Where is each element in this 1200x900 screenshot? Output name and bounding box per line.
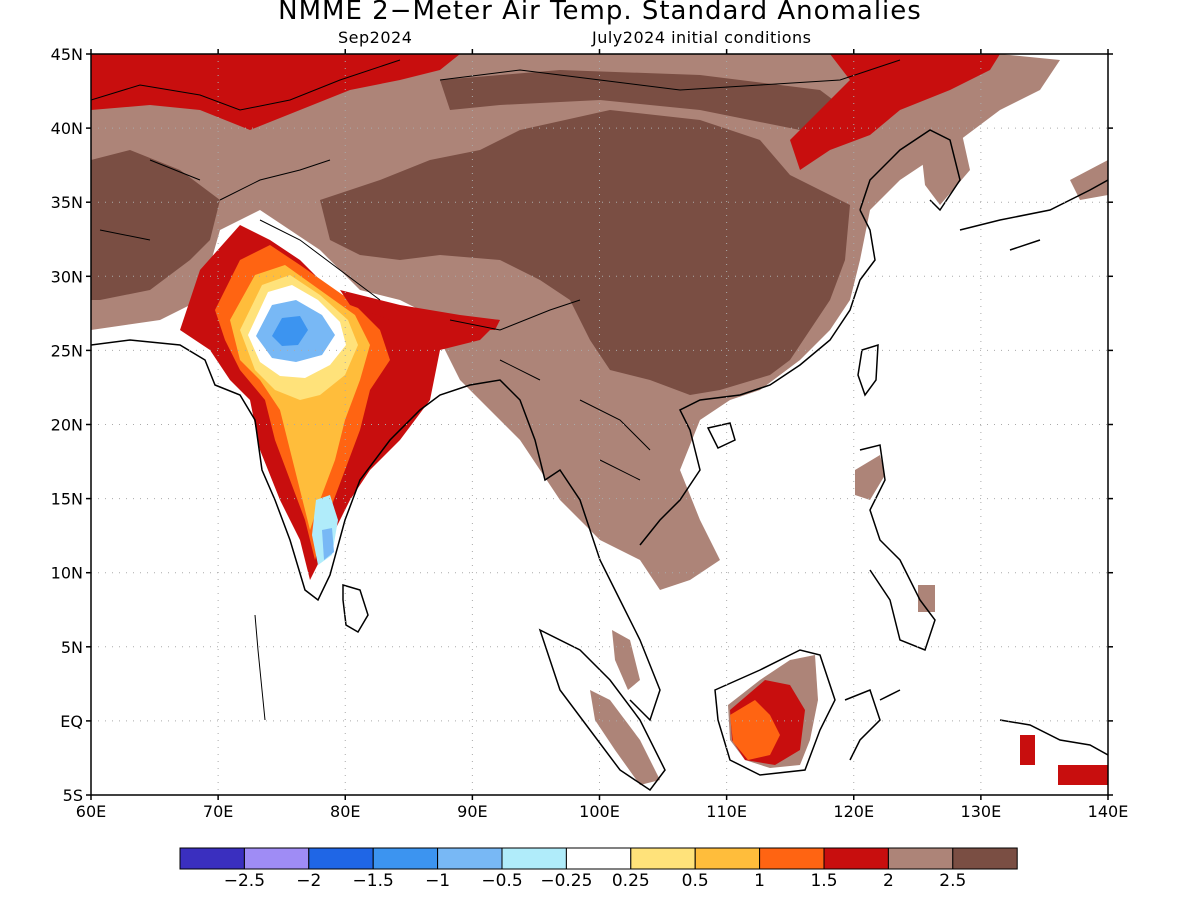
coastline-philippines: [859, 444, 936, 651]
lon-tick-label: 110E: [706, 802, 747, 821]
island-chain-west: [254, 614, 266, 721]
lat-tick-label: 30N: [51, 267, 83, 286]
coastline-borneo: [714, 649, 836, 776]
coastline-sulawesi: [844, 689, 901, 761]
colorbar-swatch: [565, 847, 632, 870]
anomaly-region-india-blue: [272, 316, 308, 346]
latitude-axis: 45N 40N 35N 30N 25N 20N 15N 10N 5N EQ 5S: [51, 45, 1113, 805]
lat-tick-label: 15N: [51, 490, 83, 509]
lat-tick-label: 25N: [51, 341, 83, 360]
anomaly-region-mid-brown: [91, 54, 1060, 590]
colorbar-label: 0.25: [612, 871, 650, 891]
colorbar-swatch: [759, 847, 825, 870]
anomaly-field: [91, 54, 1108, 785]
anomaly-region-borneo-orange: [730, 700, 780, 760]
anomaly-region-philippines-brown: [855, 455, 935, 612]
colorbar: −2.5 −2 −1.5 −1 −0.5 −0.25 0.25 0.5 1 1.5 2 2.5: [179, 847, 1018, 891]
colorbar-swatch: [308, 847, 374, 870]
colorbar-swatch: [952, 847, 1018, 870]
anomaly-region-west-dark: [91, 150, 220, 300]
colorbar-label: −1.5: [353, 871, 394, 891]
init-conditions-label: July2024 initial conditions: [592, 28, 812, 47]
lon-tick-label: 70E: [203, 802, 233, 821]
lon-tick-label: 80E: [330, 802, 360, 821]
colorbar-label: 0.5: [682, 871, 709, 891]
colorbar-swatch: [243, 847, 310, 870]
lon-tick-label: 100E: [579, 802, 620, 821]
colorbar-label: 2.5: [939, 871, 966, 891]
anomaly-region-north-red: [91, 54, 460, 130]
coastlines: [91, 59, 1108, 792]
valid-month-label: Sep2024: [338, 28, 413, 47]
lat-tick-label: 20N: [51, 416, 83, 435]
lat-tick-label: 5S: [63, 786, 83, 805]
coastline-hainan: [706, 422, 736, 449]
lon-tick-label: 120E: [833, 802, 874, 821]
anomaly-region-malaysia-brown: [612, 630, 640, 690]
colorbar-swatch: [437, 847, 503, 870]
colorbar-label: −2.5: [224, 871, 265, 891]
lat-tick-label: EQ: [60, 712, 83, 731]
lat-tick-label: 10N: [51, 564, 83, 583]
lon-tick-label: 140E: [1088, 802, 1129, 821]
colorbar-label: 2: [883, 871, 894, 891]
lat-tick-label: 40N: [51, 119, 83, 138]
lat-tick-label: 35N: [51, 193, 83, 212]
coastline-taiwan: [857, 343, 879, 397]
colorbar-swatch: [823, 847, 889, 870]
coastline-srilanka: [342, 583, 369, 634]
colorbar-label: 1: [754, 871, 765, 891]
anomaly-region-china-dark: [320, 110, 850, 395]
lat-tick-label: 5N: [61, 638, 83, 657]
colorbar-label: 1.5: [810, 871, 837, 891]
anomaly-region-se-india-blue: [322, 528, 334, 560]
anomaly-region-newguinea-red: [1020, 735, 1108, 785]
graticule: [91, 54, 1108, 795]
anomaly-region-sumatra-brown: [590, 690, 660, 785]
colorbar-swatch: [630, 847, 696, 870]
lon-tick-label: 60E: [76, 802, 106, 821]
coastline-japan: [959, 179, 1108, 251]
anomaly-region-japan-brown: [920, 125, 1108, 205]
anomaly-region-northeast-red: [790, 54, 1000, 170]
colorbar-swatch: [179, 847, 245, 870]
lat-tick-label: 45N: [51, 45, 83, 64]
colorbar-swatch: [372, 847, 439, 870]
coastline-newguinea: [999, 719, 1108, 756]
coastline-indochina: [639, 209, 876, 546]
colorbar-label: −0.25: [540, 871, 592, 891]
colorbar-swatch: [501, 847, 567, 870]
colorbar-label: −2: [296, 871, 321, 891]
colorbar-label: −0.5: [481, 871, 522, 891]
coastline-south-asia: [91, 339, 661, 722]
longitude-axis: 60E 70E 80E 90E 100E 110E 120E 130E 140E: [76, 49, 1129, 821]
colorbar-swatch: [887, 847, 954, 870]
colorbar-swatch: [694, 847, 761, 870]
coastline-sumatra: [538, 628, 666, 792]
map-title: NMME 2−Meter Air Temp. Standard Anomalie…: [278, 0, 922, 26]
coastline-korea: [859, 129, 961, 212]
lon-tick-label: 90E: [457, 802, 487, 821]
border-lines: [91, 59, 901, 481]
colorbar-label: −1: [425, 871, 450, 891]
lon-tick-label: 130E: [961, 802, 1002, 821]
